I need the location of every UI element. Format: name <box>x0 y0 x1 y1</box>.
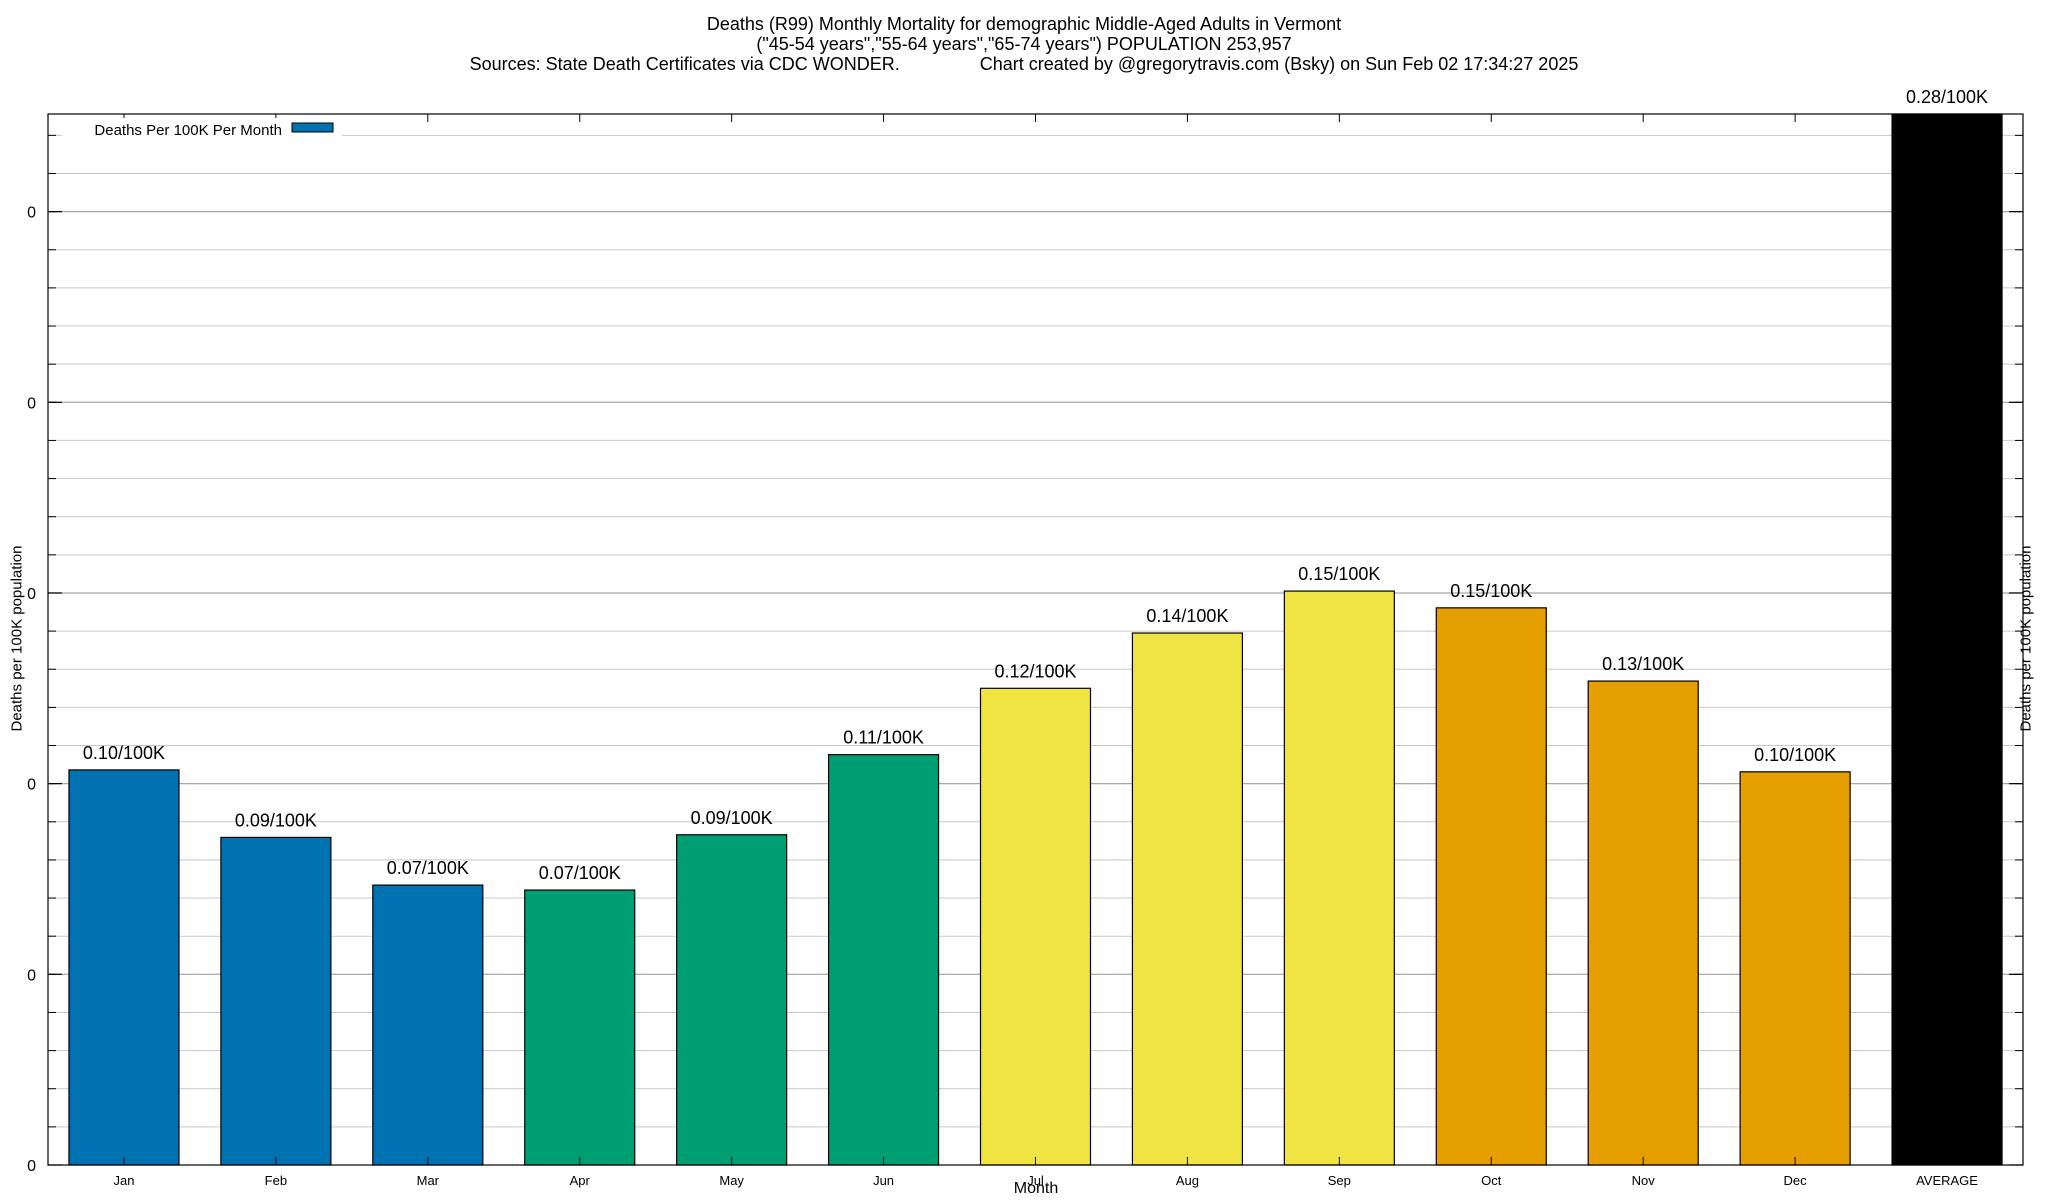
data-label-nov: 0.13/100K <box>1602 654 1684 674</box>
chart-title-line-2: ("45-54 years","55-64 years","65-74 year… <box>756 34 1292 54</box>
data-label-jul: 0.12/100K <box>994 661 1076 681</box>
y-tick-label: 0 <box>27 1158 36 1175</box>
chart-title-line-3: Sources: State Death Certificates via CD… <box>469 54 1579 74</box>
axes: 0 0 0 0 0 0 Jan Feb Mar Apr May Jun Jul Aug Sep Oct Nov D… <box>27 114 2023 1188</box>
x-tick-label-mar: Mar <box>417 1173 440 1188</box>
y-tick-label: 0 <box>27 395 36 412</box>
bar-average <box>1891 113 2003 1166</box>
x-tick-label-average: AVERAGE <box>1916 1173 1978 1188</box>
x-axis-label: Month <box>1014 1180 1058 1197</box>
y-tick-label: 0 <box>27 205 36 222</box>
bar-jun <box>827 754 940 1166</box>
data-label-jun: 0.11/100K <box>843 728 924 748</box>
x-tick-label-feb: Feb <box>265 1173 287 1188</box>
x-tick-label-sep: Sep <box>1328 1173 1351 1188</box>
data-label-jan: 0.10/100K <box>83 743 165 763</box>
data-label-may: 0.09/100K <box>691 808 773 828</box>
y-tick-label: 0 <box>27 777 36 794</box>
bar-jul <box>979 687 1092 1166</box>
bar-feb <box>220 836 332 1166</box>
plot-frame <box>47 113 2024 1166</box>
data-label-dec: 0.10/100K <box>1754 745 1836 765</box>
bar-apr <box>524 889 636 1166</box>
bars <box>68 113 2003 1166</box>
x-tick-label-apr: Apr <box>570 1173 591 1188</box>
bar-may <box>676 834 788 1166</box>
bar-sep <box>1283 590 1395 1166</box>
x-tick-label-dec: Dec <box>1784 1173 1808 1188</box>
legend: Deaths Per 100K Per Month <box>62 118 342 144</box>
data-label-oct: 0.15/100K <box>1450 581 1532 601</box>
data-label-aug: 0.14/100K <box>1146 606 1228 626</box>
bar-dec <box>1739 771 1851 1166</box>
data-label-average: 0.28/100K <box>1906 87 1988 107</box>
data-label-apr: 0.07/100K <box>539 863 621 883</box>
bar-nov <box>1587 680 1699 1166</box>
data-label-sep: 0.15/100K <box>1298 564 1380 584</box>
data-labels: 0.10/100K 0.09/100K 0.07/100K 0.07/100K 0.09… <box>83 87 1988 883</box>
y-tick-label: 0 <box>27 586 36 603</box>
y2-axis-label: Deaths per 100K population <box>2017 545 2035 732</box>
legend-swatch <box>291 122 334 133</box>
x-tick-label-may: May <box>719 1173 744 1188</box>
x-tick-label-aug: Aug <box>1176 1173 1199 1188</box>
data-label-feb: 0.09/100K <box>235 810 317 830</box>
legend-label: Deaths Per 100K Per Month <box>94 122 282 139</box>
y-axis-label: Deaths per 100K population <box>8 545 26 732</box>
y-tick-label: 0 <box>27 967 36 984</box>
bar-oct <box>1435 607 1547 1166</box>
data-label-mar: 0.07/100K <box>387 858 469 878</box>
bar-mar <box>372 884 484 1166</box>
x-tick-label-oct: Oct <box>1481 1173 1502 1188</box>
x-tick-label-jun: Jun <box>873 1173 894 1188</box>
bar-jan <box>68 769 180 1166</box>
bar-aug <box>1131 632 1244 1166</box>
x-tick-label-nov: Nov <box>1632 1173 1656 1188</box>
x-tick-label-jul: Jul <box>1027 1173 1044 1188</box>
chart-title-line-1: Deaths (R99) Monthly Mortality for demog… <box>706 14 1342 34</box>
x-tick-label-jan: Jan <box>113 1173 134 1188</box>
